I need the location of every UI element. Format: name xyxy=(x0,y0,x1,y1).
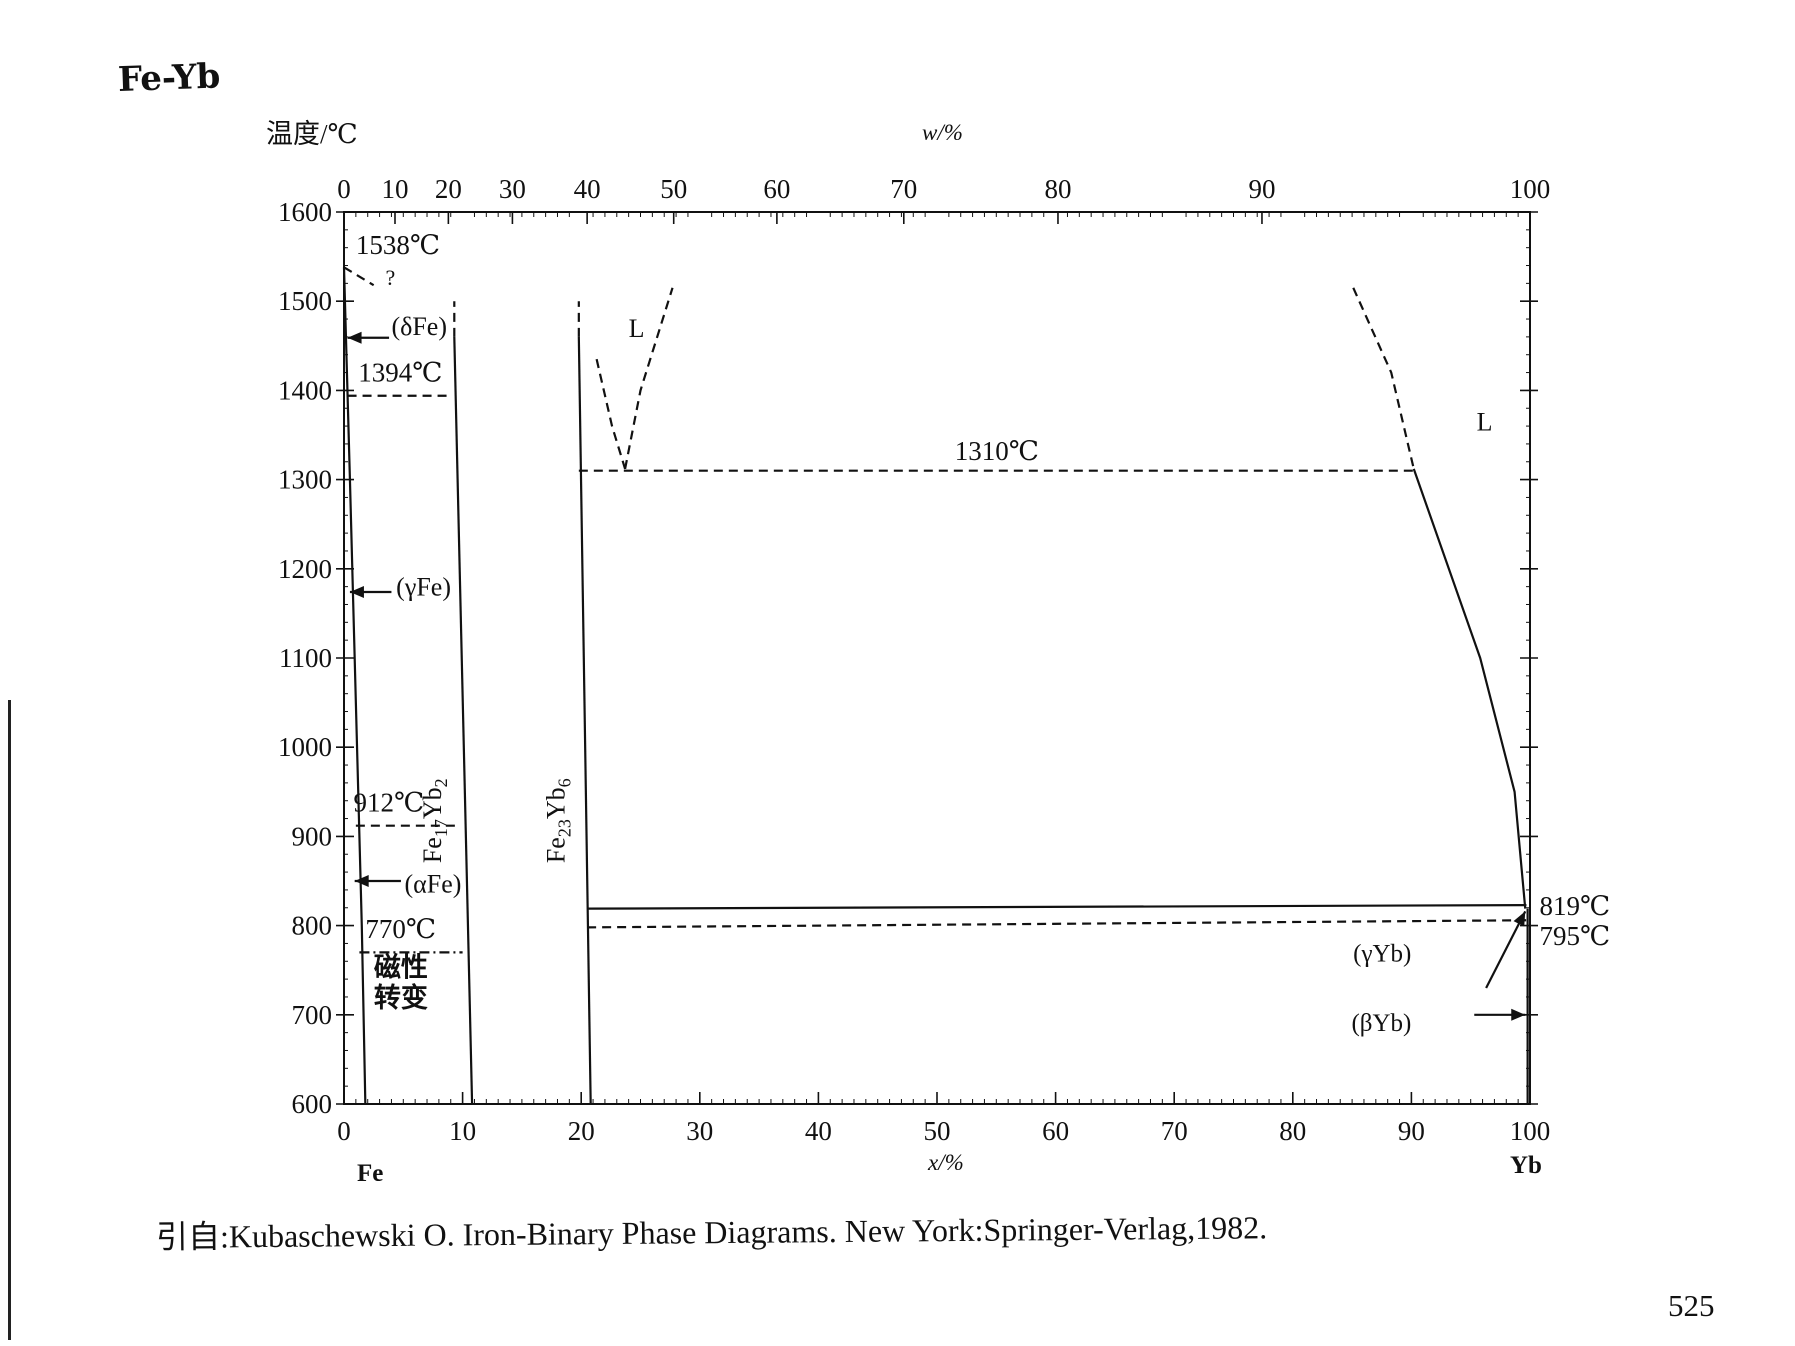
x-tick-label: 60 xyxy=(1042,1116,1069,1146)
isotherm-label-795: 795℃ xyxy=(1539,921,1610,951)
y-tick-label: 1100 xyxy=(279,643,332,673)
isotherm-795 xyxy=(587,919,1527,929)
phase-label: (βYb) xyxy=(1351,1010,1411,1037)
liquidus-eutectic-right xyxy=(624,287,674,470)
top-tick-label: 10 xyxy=(381,174,408,204)
x-tick-label: 40 xyxy=(805,1116,832,1146)
gamma-yb-arrow-head xyxy=(1513,911,1526,927)
delta-fe-arrow-head xyxy=(347,331,362,344)
isotherm-label-1310: 1310℃ xyxy=(955,436,1039,466)
isotherm-label-1394: 1394℃ xyxy=(358,357,442,387)
x-tick-label: 50 xyxy=(924,1116,951,1146)
x-tick-label: 90 xyxy=(1398,1116,1425,1146)
alpha-fe-arrow-head xyxy=(354,875,369,887)
x-tick-label: 20 xyxy=(568,1116,595,1146)
plot-frame xyxy=(343,211,1531,1105)
top-tick-label: 70 xyxy=(890,174,917,204)
left-component-label: Fe xyxy=(357,1160,384,1187)
phase-label: (δFe) xyxy=(391,312,447,341)
gamma-yb-arrow xyxy=(1485,910,1527,989)
isotherm-label-1538: 1538℃ xyxy=(356,230,440,260)
phase-label: (αFe) xyxy=(404,870,461,899)
y-tick-label: 800 xyxy=(292,911,333,941)
phase-label: (γYb) xyxy=(1353,940,1411,967)
bottom-axis-label: x/% xyxy=(928,1150,964,1175)
fe-solvus xyxy=(342,267,367,1105)
top-axis-label: w/% xyxy=(922,120,963,145)
top-tick-label: 50 xyxy=(660,174,687,204)
top-tick-label: 30 xyxy=(499,174,526,204)
isotherm-819 xyxy=(587,903,1527,910)
magnetic-transition-label: 磁性 xyxy=(374,952,428,982)
top-tick-label: 60 xyxy=(763,174,790,204)
y-tick-label: 1300 xyxy=(278,465,332,495)
compound-label: Fe23Yb6 xyxy=(542,778,575,863)
yb-liquidus-solid xyxy=(1412,468,1527,909)
top-tick-label: 20 xyxy=(435,174,462,204)
phase-label: (γFe) xyxy=(396,573,451,602)
y-tick-label: 1200 xyxy=(278,554,332,584)
top-tick-label: 100 xyxy=(1510,174,1551,204)
top-tick-label: 80 xyxy=(1044,174,1071,204)
top-tick-label: 0 xyxy=(337,174,351,204)
y-axis-label: 温度/℃ xyxy=(266,119,358,149)
y-tick-label: 1400 xyxy=(278,375,332,405)
x-tick-label: 80 xyxy=(1279,1116,1306,1146)
isotherm-label-819: 819℃ xyxy=(1539,891,1610,921)
isotherm-label-770: 770℃ xyxy=(365,914,436,944)
x-tick-label: 10 xyxy=(449,1116,476,1146)
x-tick-label: 0 xyxy=(337,1116,351,1146)
y-tick-label: 600 xyxy=(292,1089,333,1119)
compound-label: Fe17Yb2 xyxy=(418,778,451,863)
yb-liquidus-dashed xyxy=(1352,287,1415,470)
x-tick-label: 30 xyxy=(686,1116,713,1146)
beta-yb-arrow-head xyxy=(1511,1008,1526,1021)
x-tick-label: 100 xyxy=(1510,1116,1551,1146)
y-tick-label: 700 xyxy=(292,1000,333,1030)
fe-1538-dash xyxy=(343,266,375,287)
gamma-fe-arrow-head xyxy=(349,585,364,598)
y-tick-label: 1000 xyxy=(278,732,332,762)
phase-label: L xyxy=(1477,408,1493,437)
isotherm-label-912: 912℃ xyxy=(353,787,424,817)
phase-label: ? xyxy=(386,265,396,290)
fe17yb2-line xyxy=(453,336,474,1105)
magnetic-transition-label: 转变 xyxy=(374,982,428,1013)
phase-label: L xyxy=(629,314,645,343)
y-tick-label: 1500 xyxy=(278,286,332,316)
scan-edge xyxy=(8,700,11,1340)
x-tick-label: 70 xyxy=(1161,1116,1188,1146)
top-tick-label: 40 xyxy=(574,174,601,204)
y-tick-label: 1600 xyxy=(278,197,332,227)
fe23yb6-line xyxy=(577,336,592,1105)
liquidus-eutectic-left xyxy=(595,358,627,470)
y-tick-label: 900 xyxy=(292,821,333,851)
top-tick-label: 90 xyxy=(1248,174,1275,204)
right-component-label: Yb xyxy=(1510,1152,1542,1179)
page-number: 525 xyxy=(1668,1288,1715,1323)
